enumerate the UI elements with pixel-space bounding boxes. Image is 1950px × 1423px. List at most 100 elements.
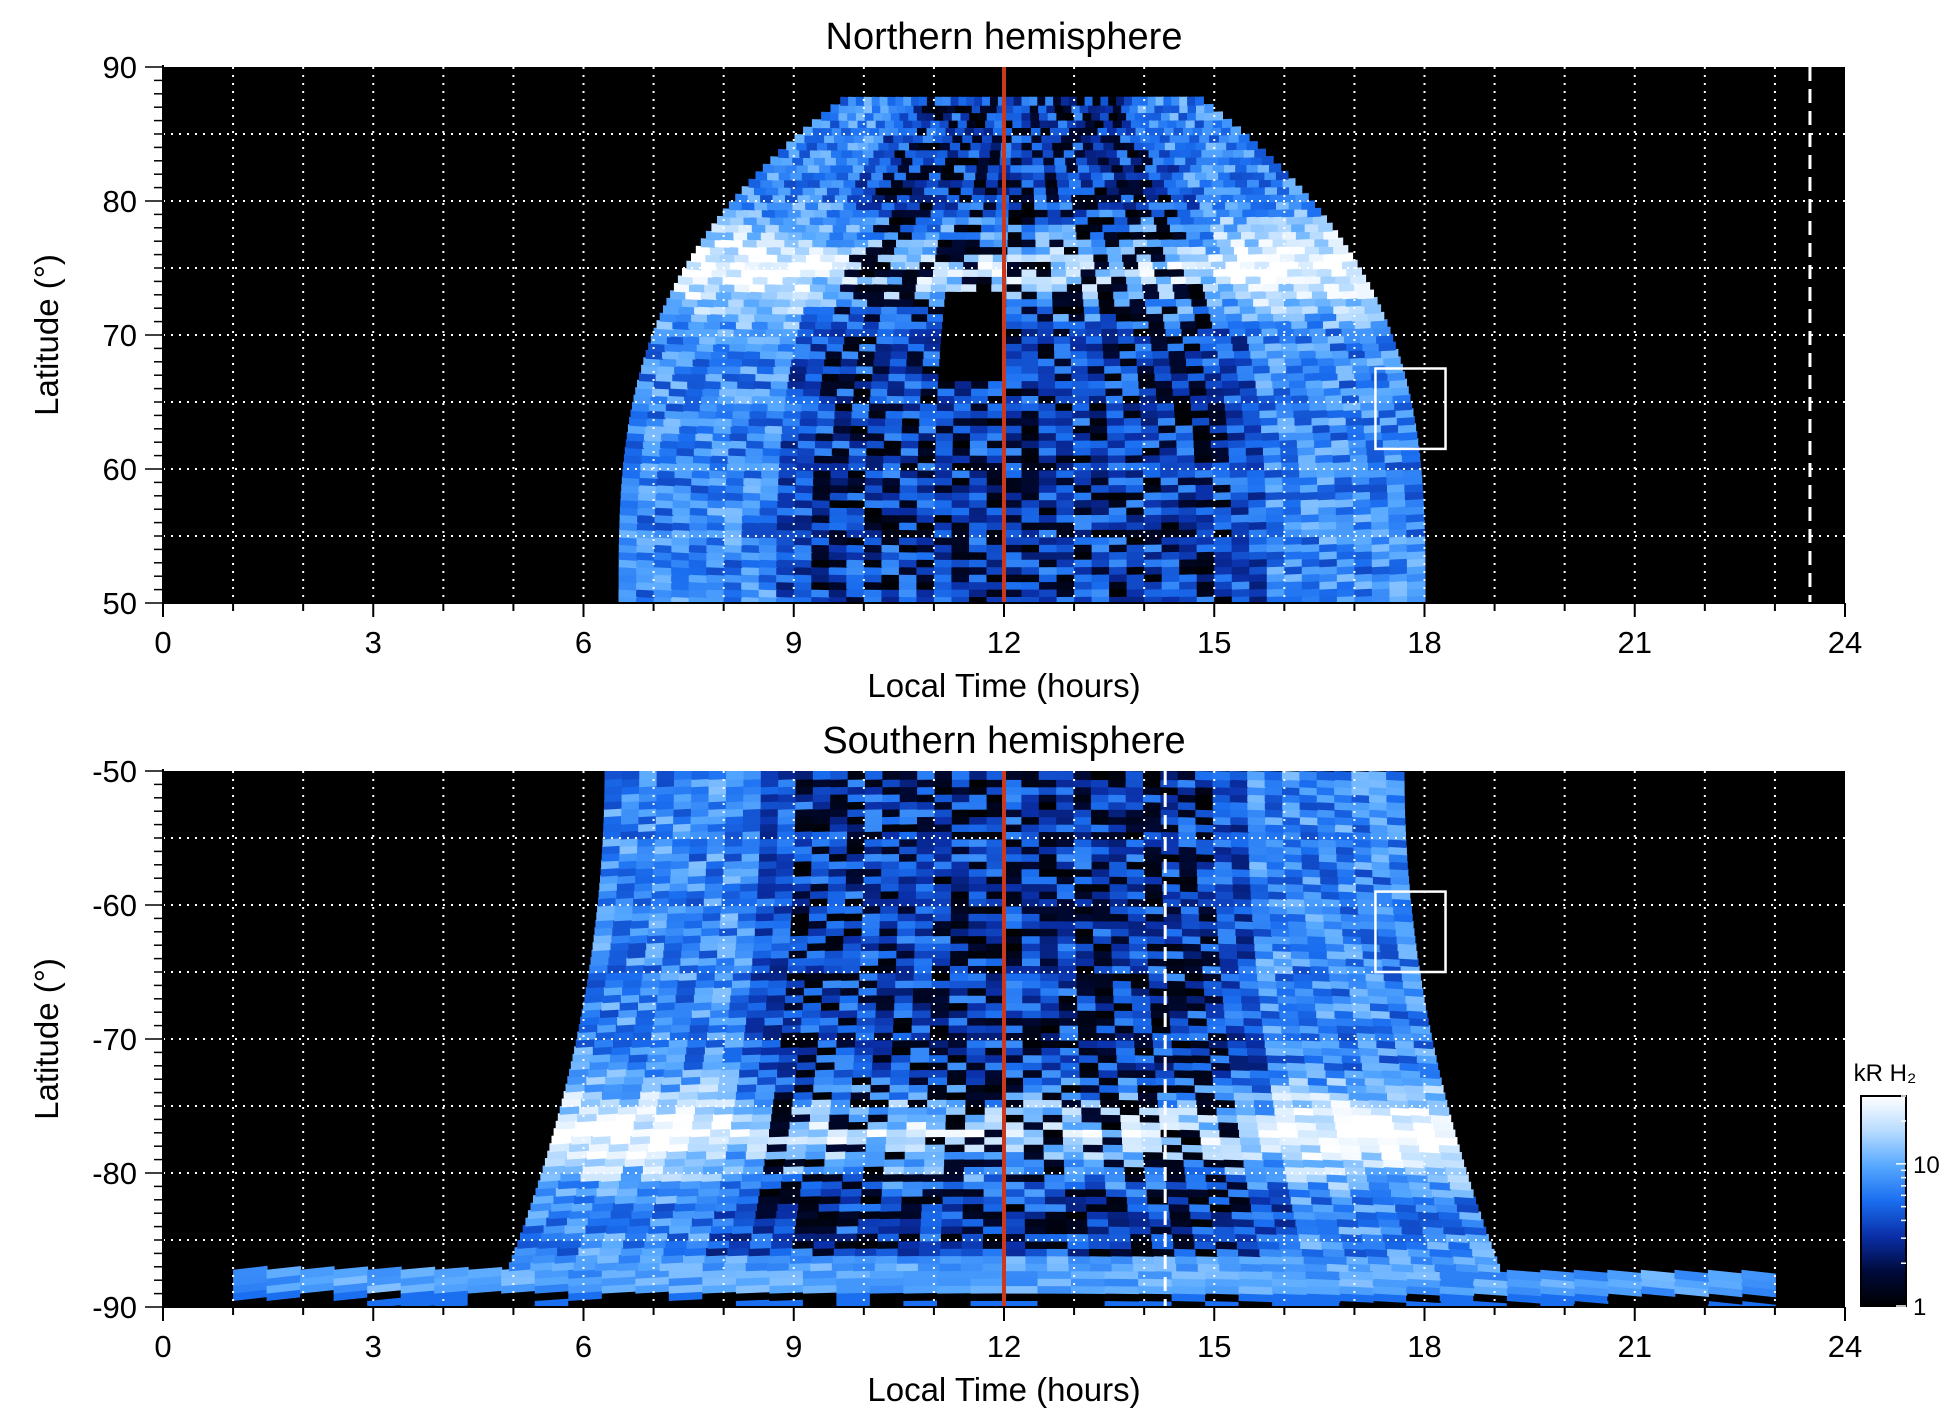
emission-cell	[831, 454, 850, 464]
emission-cell	[1108, 513, 1128, 523]
emission-cell	[865, 454, 885, 464]
emission-cell	[1194, 453, 1213, 464]
emission-cell	[1240, 393, 1259, 404]
emission-cell	[632, 402, 650, 412]
emission-cell	[895, 96, 905, 106]
emission-cell	[971, 372, 990, 382]
emission-cell	[872, 364, 891, 375]
emission-cell	[911, 96, 920, 106]
emission-cell	[777, 483, 797, 494]
emission-cell	[665, 402, 684, 412]
emission-cell	[685, 327, 703, 338]
emission-cell	[1279, 334, 1297, 344]
emission-cell	[672, 506, 691, 517]
emission-cell	[933, 580, 953, 590]
emission-cell	[1086, 349, 1105, 359]
emission-cell	[1200, 341, 1218, 352]
emission-cell	[1143, 513, 1163, 523]
emission-cell	[769, 387, 788, 397]
emission-cell	[1377, 400, 1396, 411]
emission-cell	[1360, 334, 1378, 344]
emission-cell	[1238, 379, 1257, 389]
emission-cell	[1150, 334, 1168, 344]
emission-cell	[1038, 364, 1056, 374]
emission-cell	[1304, 371, 1322, 382]
emission-cell	[637, 506, 656, 517]
emission-cell	[871, 372, 890, 382]
emission-cell	[1004, 446, 1023, 456]
emission-cell	[1336, 549, 1356, 560]
emission-cell	[1272, 378, 1291, 389]
emission-cell	[1090, 424, 1109, 434]
emission-cell	[758, 543, 778, 553]
emission-cell	[707, 491, 727, 502]
emission-cell	[1231, 542, 1251, 553]
emission-cell	[1385, 460, 1404, 471]
emission-cell	[1073, 461, 1092, 471]
x-tick-label: 21	[1618, 625, 1652, 660]
emission-cell	[741, 558, 760, 568]
emission-cell	[1319, 557, 1338, 568]
emission-cell	[683, 335, 701, 345]
emission-cell	[1354, 587, 1373, 597]
emission-cell	[1266, 527, 1285, 538]
emission-cell	[1054, 357, 1072, 367]
emission-cell	[1177, 453, 1196, 464]
emission-cell	[1360, 401, 1379, 411]
emission-cell	[761, 461, 781, 472]
emission-cell	[1155, 386, 1174, 397]
emission-cell	[653, 573, 673, 584]
emission-cell	[1323, 386, 1342, 397]
emission-cell	[1142, 446, 1161, 456]
x-tick-label: 15	[1197, 625, 1231, 660]
emission-cell	[758, 565, 778, 576]
emission-cell	[1314, 438, 1333, 449]
emission-cell	[1382, 438, 1402, 449]
emission-cell	[969, 521, 988, 531]
emission-cell	[1271, 371, 1289, 382]
emission-cell	[845, 327, 863, 337]
emission-cell	[1387, 497, 1407, 508]
emission-cell	[1213, 505, 1233, 516]
emission-cell	[1108, 483, 1127, 493]
emission-cell	[618, 588, 637, 599]
emission-cell	[865, 476, 884, 486]
emission-cell	[811, 580, 830, 591]
emission-cell	[1209, 423, 1228, 434]
emission-cell	[1212, 461, 1231, 471]
emission-cell	[1155, 96, 1165, 106]
emission-cell	[1176, 431, 1195, 441]
emission-cell	[863, 573, 883, 583]
emission-cell	[1404, 482, 1423, 493]
emission-cell	[685, 387, 704, 397]
emission-cell	[982, 96, 991, 106]
emission-cell	[1161, 505, 1180, 516]
emission-cell	[828, 335, 846, 345]
emission-cell	[1265, 483, 1284, 493]
y-tick-label: 60	[103, 452, 137, 487]
emission-cell	[1352, 482, 1371, 493]
emission-cell	[1021, 334, 1039, 344]
emission-cell	[776, 588, 795, 598]
emission-cell	[699, 402, 718, 412]
emission-cell	[772, 372, 790, 382]
emission-cell	[1209, 416, 1228, 426]
emission-cell	[916, 536, 935, 546]
emission-cell	[891, 342, 909, 352]
emission-cell	[933, 588, 953, 598]
emission-cell	[1371, 564, 1391, 575]
emission-cell	[898, 550, 918, 561]
emission-cell	[1116, 96, 1125, 106]
emission-cell	[1399, 430, 1418, 441]
emission-cell	[620, 498, 639, 509]
emission-cell	[1056, 558, 1076, 568]
emission-cell	[881, 506, 901, 516]
emission-cell	[899, 521, 918, 531]
emission-cell	[1243, 416, 1262, 426]
emission-cell	[1329, 423, 1348, 434]
emission-cell	[1056, 543, 1075, 553]
emission-cell	[1108, 520, 1128, 530]
emission-cell	[780, 446, 799, 457]
emission-cell	[972, 342, 990, 352]
emission-cell	[1021, 506, 1040, 516]
